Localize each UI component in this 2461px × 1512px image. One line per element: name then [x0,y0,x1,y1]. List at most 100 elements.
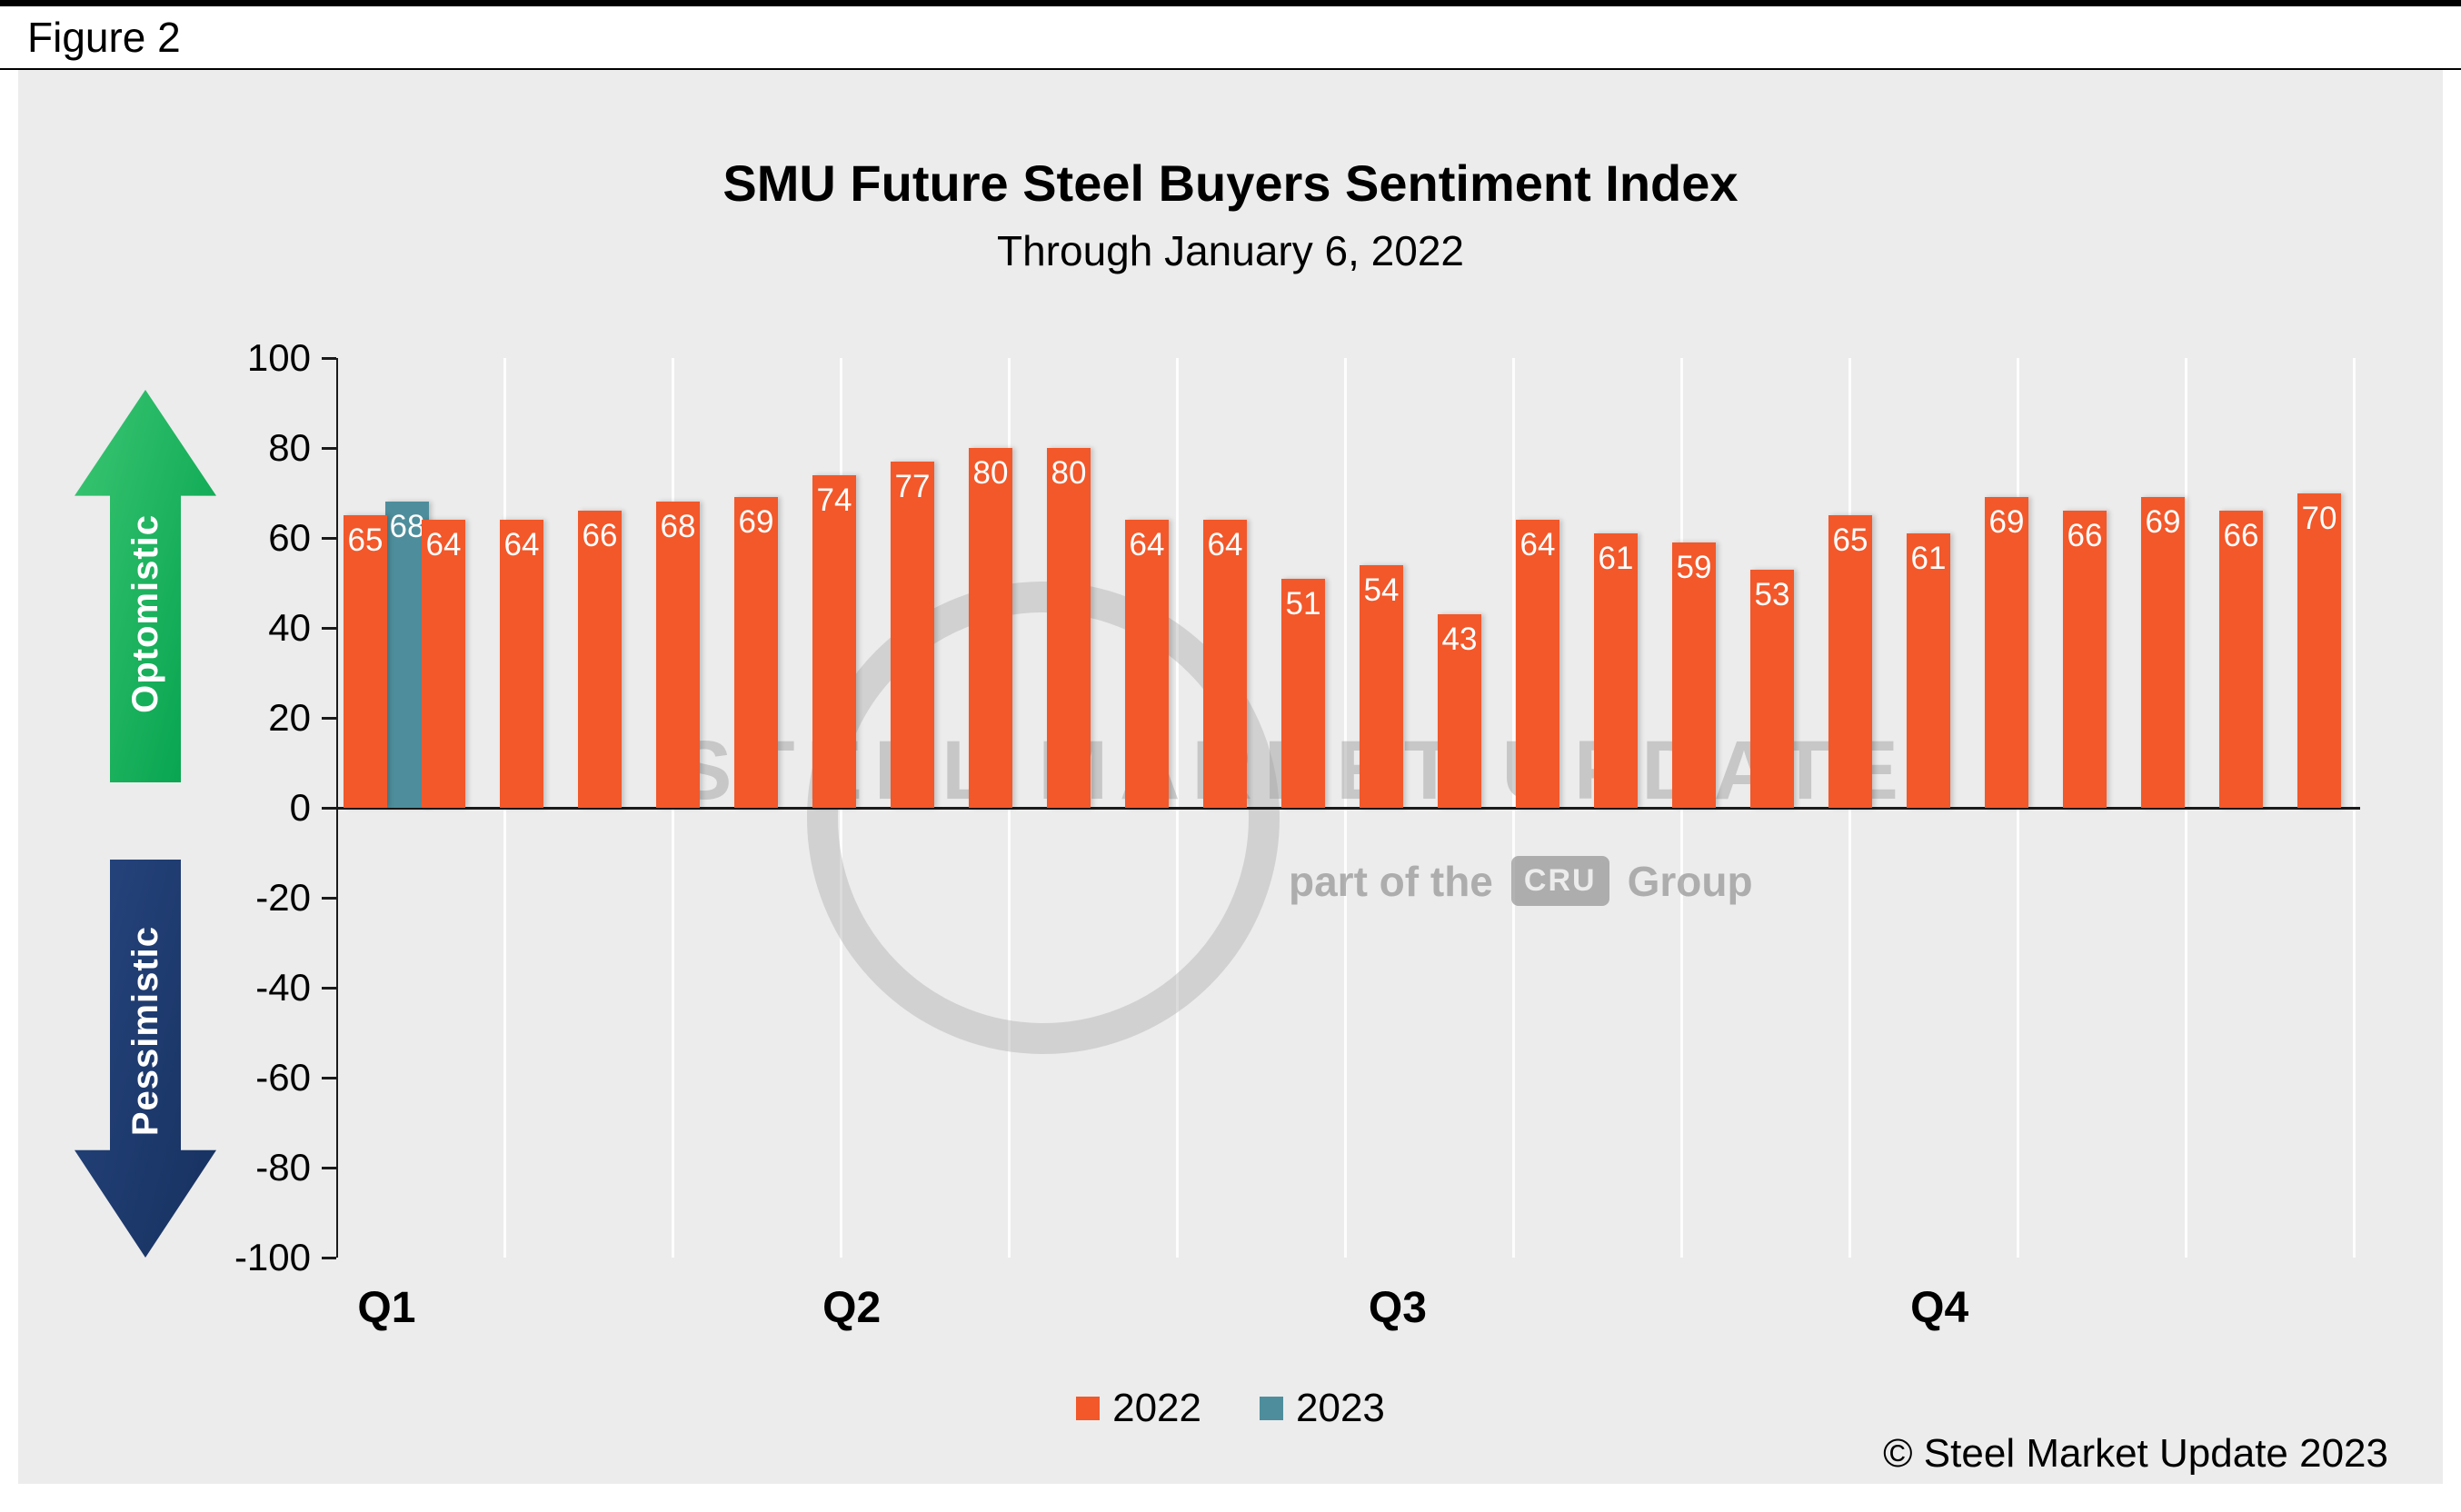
bar-value-label: 64 [1519,527,1556,563]
bar-2022: 69 [734,497,778,808]
bar-value-label: 65 [1832,522,1868,559]
bar-value-label: 77 [894,468,931,504]
y-tick-mark [322,987,336,990]
y-tick-mark [322,807,336,810]
bar-value-label: 68 [389,509,425,545]
bar-value-label: 66 [582,518,618,554]
legend: 2022 2023 [18,1386,2443,1431]
figure-rule [0,68,2461,70]
bar-2022: 64 [500,520,543,808]
y-tick-label: 60 [268,516,311,559]
bar-2022: 80 [1047,448,1091,808]
bar-value-label: 64 [1129,527,1165,563]
y-tick-mark [322,627,336,630]
cru-logo: CRU [1510,856,1609,906]
bar-value-label: 61 [1910,541,1947,577]
bar-value-label: 53 [1754,576,1790,612]
bar-2022: 53 [1750,569,1794,808]
chart-title: SMU Future Steel Buyers Sentiment Index [722,154,1739,212]
bar-2022: 64 [1125,520,1169,808]
bar-value-label: 64 [425,527,462,563]
legend-label: 2023 [1296,1386,1385,1430]
y-tick-label: 40 [268,606,311,649]
bar-value-label: 43 [1441,622,1478,658]
y-tick-mark [322,1077,336,1079]
y-tick-label: -60 [255,1056,311,1099]
y-tick-mark [322,537,336,540]
legend-swatch-icon [1260,1397,1283,1420]
bar-value-label: 66 [2223,518,2259,554]
bar-value-label: 69 [1988,504,2025,541]
watermark-subtext: part of the CRU Group [1289,856,1753,906]
bar-value-label: 64 [1207,527,1243,563]
bar-2022: 66 [578,511,622,808]
bar-2022: 64 [422,520,465,808]
bar-2022: 66 [2063,511,2107,808]
y-tick-mark [322,357,336,360]
copyright: © Steel Market Update 2023 [1883,1431,2388,1476]
y-tick-label: -40 [255,966,311,1009]
bar-value-label: 61 [1598,541,1634,577]
bar-2022: 69 [2141,497,2185,808]
y-tick-label: 0 [289,786,311,829]
bar-2022: 54 [1360,564,1403,808]
zero-axis-line [338,807,2360,810]
bar-2022: 65 [1828,515,1872,808]
bar-2022: 74 [812,474,856,808]
bar-2022: 68 [656,502,700,808]
bar-2022: 70 [2297,492,2341,808]
bar-value-label: 80 [972,455,1009,491]
bar-value-label: 74 [816,482,852,518]
x-tick-label-q1: Q1 [357,1284,416,1332]
bar-2022: 61 [1594,533,1638,808]
plot-area: STEEL MARKET UPDATE part of the CRU Grou… [234,336,2360,1332]
bar-value-label: 66 [2067,518,2103,554]
bar-2022: 64 [1203,520,1247,808]
bar-2022: 61 [1907,533,1950,808]
x-tick-label-q4: Q4 [1910,1284,1969,1332]
bar-2022: 59 [1672,542,1716,808]
bar-2022: 65 [344,515,387,808]
y-tick-mark [322,717,336,720]
bar-value-label: 80 [1051,455,1087,491]
y-tick-mark [322,897,336,900]
bar-value-label: 69 [2145,504,2181,541]
legend-swatch-icon [1076,1397,1101,1420]
bar-value-label: 51 [1285,585,1321,622]
legend-item-2022: 2022 [1076,1386,1201,1431]
watermark-part-suffix: Group [1627,857,1753,905]
bar-value-label: 54 [1363,572,1400,608]
y-tick-label: 80 [268,426,311,469]
bar-2022: 80 [969,448,1012,808]
watermark-part-prefix: part of the [1289,857,1493,905]
chart-panel: SMU Future Steel Buyers Sentiment Index … [18,70,2443,1484]
legend-item-2023: 2023 [1260,1386,1385,1431]
y-tick-label: -80 [255,1146,311,1189]
bar-value-label: 69 [738,504,774,541]
bar-value-label: 70 [2301,500,2337,536]
bar-value-label: 64 [503,527,540,563]
bar-value-label: 59 [1676,549,1712,585]
bar-value-label: 68 [660,509,696,545]
x-tick-label-q3: Q3 [1368,1284,1427,1332]
y-tick-mark [322,1167,336,1169]
bar-2022: 51 [1281,578,1325,808]
x-tick-label-q2: Q2 [822,1284,882,1332]
bar-value-label: 65 [347,522,384,559]
figure-label: Figure 2 [0,6,2461,68]
top-border [0,0,2461,6]
bar-2022: 77 [891,461,934,808]
bar-2022: 66 [2219,511,2263,808]
bar-2022: 69 [1985,497,2028,808]
pessimistic-label: Pessimistic [125,926,165,1137]
y-tick-label: 20 [268,696,311,739]
y-tick-label: -100 [234,1236,311,1278]
y-tick-mark [322,1257,336,1259]
y-tick-label: -20 [255,876,311,919]
y-tick-mark [322,447,336,450]
legend-label: 2022 [1112,1386,1201,1430]
bar-2022: 43 [1438,614,1481,808]
y-tick-label: 100 [246,336,311,379]
bar-2022: 64 [1516,520,1559,808]
chart-subtitle: Through January 6, 2022 [996,227,1465,274]
